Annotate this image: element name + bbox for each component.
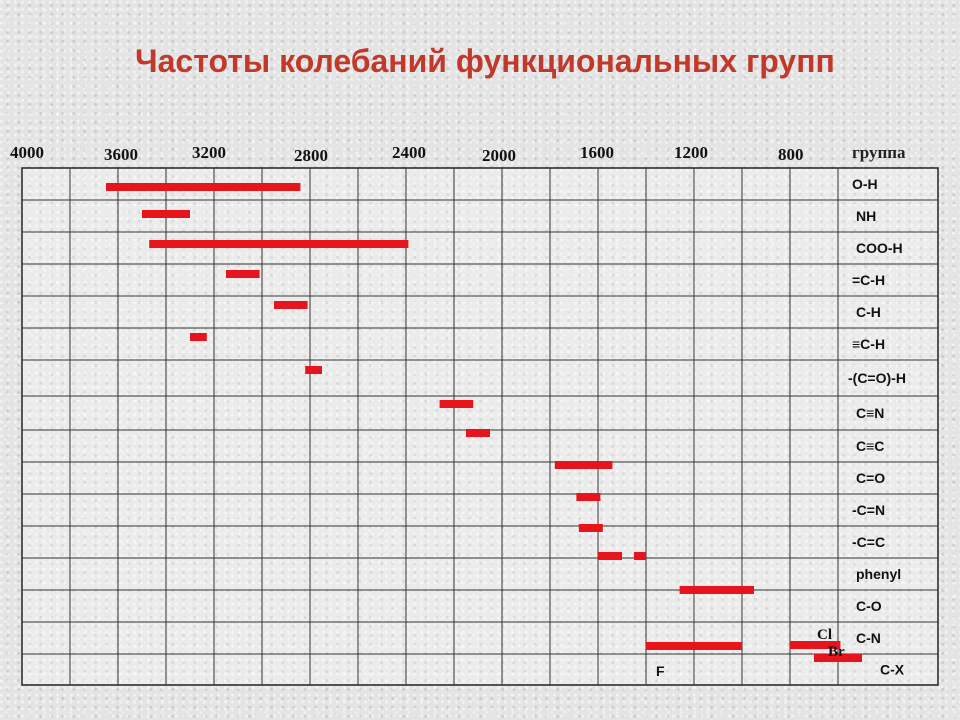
frequency-bar — [106, 183, 301, 191]
annotation-label: Br — [828, 644, 845, 660]
frequency-bar — [814, 654, 862, 662]
plot-frame — [21, 167, 939, 686]
group-label: C=O — [856, 470, 885, 486]
group-label: ≡C-H — [852, 336, 885, 352]
group-label: phenyl — [856, 566, 901, 582]
group-label: -C=C — [852, 534, 885, 550]
group-label: -C=N — [852, 502, 885, 518]
frequency-bar — [554, 461, 613, 469]
frequency-bar — [190, 333, 207, 341]
frequency-bar — [578, 524, 603, 532]
x-tick-label: 3600 — [104, 145, 138, 164]
frequency-bar — [274, 301, 308, 309]
frequency-bar — [679, 586, 754, 594]
frequency-bar — [149, 240, 409, 248]
frequency-bar — [646, 642, 742, 650]
grid — [21, 167, 939, 686]
x-axis-ticks: 4000 3600 3200 2800 2400 2000 1600 1200 800 групп… — [10, 143, 906, 165]
frequency-bar — [790, 641, 841, 649]
column-header-group: группа — [852, 143, 906, 162]
frequency-bar — [634, 552, 646, 560]
x-tick-label: 1600 — [580, 143, 614, 162]
frequency-bar — [142, 210, 190, 218]
frequency-bar — [439, 400, 474, 408]
frequency-bar — [226, 270, 260, 278]
group-label: C-H — [856, 304, 881, 320]
annotation-label: F — [656, 663, 665, 679]
frequency-bar — [305, 366, 322, 374]
x-tick-label: 2800 — [294, 146, 328, 165]
x-tick-label: 1200 — [674, 143, 708, 162]
frequency-bar — [576, 493, 601, 501]
x-tick-label: 3200 — [192, 143, 226, 162]
group-labels: O-H NH COO-H =C-H C-H ≡C-H -(C=O)-H C≡N C≡C C=O -C… — [848, 176, 906, 678]
group-label: C-N — [856, 630, 881, 646]
frequency-bars — [106, 183, 862, 662]
group-label: O-H — [852, 176, 878, 192]
group-label: COO-H — [856, 240, 903, 256]
group-label: =C-H — [852, 272, 885, 288]
x-tick-label: 2000 — [482, 146, 516, 165]
group-label: C≡N — [856, 405, 884, 421]
frequency-bar — [466, 429, 490, 437]
annotation-label: Cl — [817, 627, 832, 643]
x-tick-label: 2400 — [392, 143, 426, 162]
x-tick-label: 4000 — [10, 143, 44, 162]
frequency-bar — [598, 552, 622, 560]
x-tick-label: 800 — [778, 145, 804, 164]
group-label: NH — [856, 208, 876, 224]
group-label: C≡C — [856, 438, 884, 454]
chart-title: Частоты колебаний функциональных групп — [135, 43, 835, 79]
group-label: C-O — [856, 598, 882, 614]
group-label: C-X — [880, 662, 905, 678]
group-label: -(C=O)-H — [848, 370, 906, 386]
